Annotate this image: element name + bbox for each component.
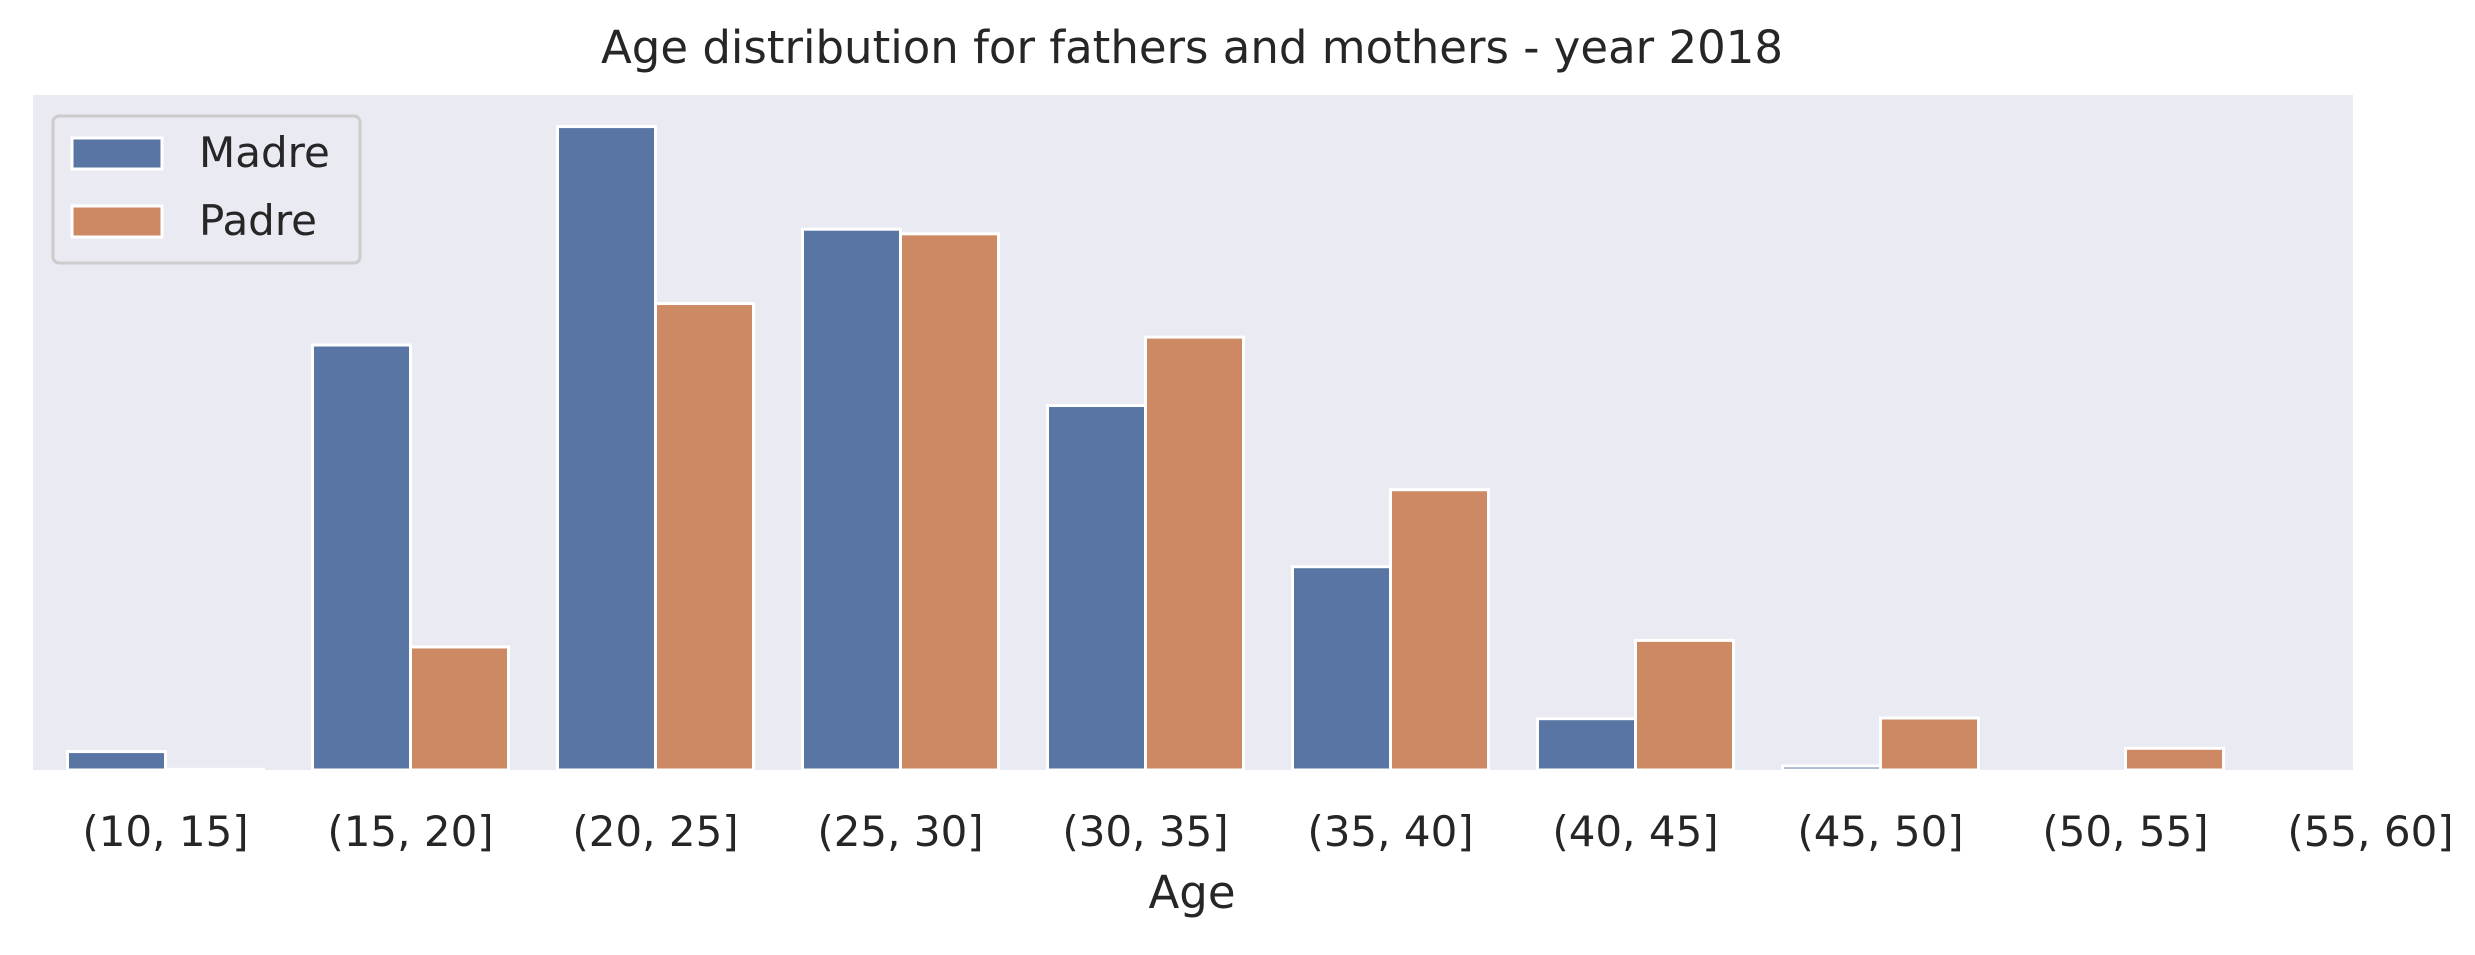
legend-items: Madre Padre xyxy=(70,128,330,245)
x-tick-label: (55, 60] xyxy=(2287,807,2453,856)
bar-madre-0 xyxy=(66,750,167,772)
bar-padre-9 xyxy=(2369,767,2470,772)
bar-padre-8 xyxy=(2124,746,2225,772)
bar-madre-6 xyxy=(1536,717,1637,772)
x-tick-label: (25, 30] xyxy=(817,807,983,856)
bar-padre-5 xyxy=(1389,488,1490,772)
chart-title: Age distribution for fathers and mothers… xyxy=(601,21,1783,74)
bar-padre-0 xyxy=(164,767,265,772)
legend-swatch-padre xyxy=(70,204,164,239)
bar-madre-3 xyxy=(801,227,902,772)
legend-label-padre: Padre xyxy=(199,196,317,245)
bar-padre-1 xyxy=(409,645,510,772)
bar-padre-3 xyxy=(899,232,1000,772)
x-tick-label: (30, 35] xyxy=(1062,807,1228,856)
bar-madre-7 xyxy=(1781,764,1882,772)
x-axis-label: Age xyxy=(1148,866,1235,919)
bar-padre-6 xyxy=(1634,638,1735,772)
bar-madre-5 xyxy=(1291,565,1392,772)
legend: Madre Padre xyxy=(51,114,362,265)
x-tick-label: (50, 55] xyxy=(2042,807,2208,856)
x-tick-label: (35, 40] xyxy=(1307,807,1473,856)
bar-madre-4 xyxy=(1046,404,1147,772)
bar-madre-2 xyxy=(556,125,657,772)
bar-padre-2 xyxy=(654,302,755,772)
x-tick-label: (15, 20] xyxy=(327,807,493,856)
legend-label-madre: Madre xyxy=(199,128,330,177)
legend-swatch-madre xyxy=(70,136,164,171)
x-tick-label: (45, 50] xyxy=(1797,807,1963,856)
bar-padre-4 xyxy=(1144,335,1245,772)
x-tick-label: (20, 25] xyxy=(572,807,738,856)
bar-padre-7 xyxy=(1879,716,1980,772)
x-tick-label: (10, 15] xyxy=(82,807,248,856)
bar-group xyxy=(66,125,2470,772)
x-tick-labels: (10, 15] (15, 20] (20, 25] (25, 30] (30, 35]… xyxy=(82,807,2453,856)
bar-madre-1 xyxy=(311,343,412,772)
x-tick-label: (40, 45] xyxy=(1552,807,1718,856)
